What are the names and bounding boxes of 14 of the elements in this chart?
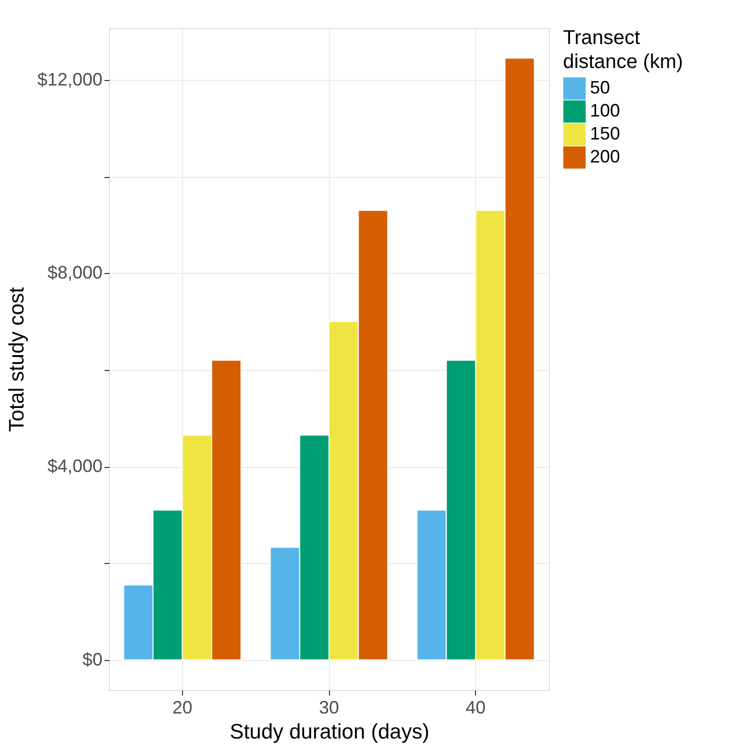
legend-label: 200 <box>590 146 620 166</box>
x-tick-label: 30 <box>318 698 340 718</box>
x-axis-title: Study duration (days) <box>230 720 430 744</box>
x-tick-label: 40 <box>466 698 486 718</box>
y-tick-label: $8,000 <box>47 262 102 283</box>
y-axis-title: Total study cost <box>5 286 28 432</box>
y-tick-label: $0 <box>82 649 102 670</box>
legend-label: 150 <box>590 124 620 144</box>
x-tick-label: 20 <box>172 698 192 718</box>
y-tick-label: $4,000 <box>47 456 102 476</box>
legend-label: 50 <box>590 78 610 98</box>
legend-label: 100 <box>590 100 620 120</box>
legend-title: Transect distance (km) <box>563 27 684 73</box>
y-tick-label: $12,000 <box>37 69 102 90</box>
